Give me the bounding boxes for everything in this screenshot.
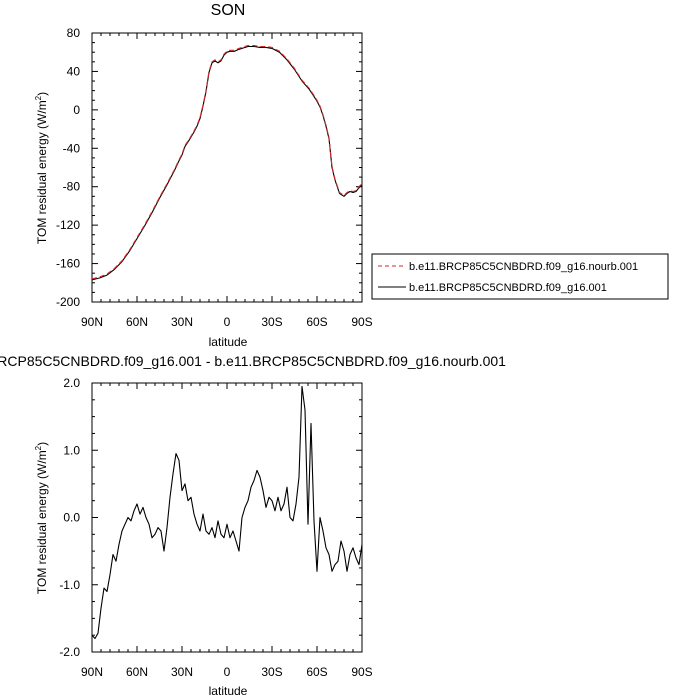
top-y-tick-label: 40 xyxy=(67,64,81,78)
top-y-axis-label-superscript: 2 xyxy=(34,95,43,100)
top-axis-ticks: 90N 60N 30N 0 30S 60S 90S 80 40 0 -40 -80 -120 -160 -2… xyxy=(56,26,373,329)
top-x-tick-label: 30N xyxy=(171,315,193,329)
bottom-x-tick-label: 90N xyxy=(81,665,103,679)
legend-box xyxy=(371,253,669,300)
top-x-axis-label: latitude xyxy=(209,335,248,349)
bottom-x-tick-label: 90S xyxy=(351,665,372,679)
bottom-series-layer xyxy=(91,385,363,640)
top-y-tick-label: -120 xyxy=(56,218,80,232)
top-plot-frame xyxy=(91,32,363,303)
bottom-y-tick-label: -1.0 xyxy=(59,578,80,592)
top-y-tick-label: -200 xyxy=(56,295,80,309)
bottom-y-axis-label: TOM residual energy (W/m2) xyxy=(34,442,49,594)
top-y-tick-label: 80 xyxy=(67,26,81,40)
bottom-y-tick-label: 0.0 xyxy=(63,511,80,525)
bottom-x-tick-label: 30S xyxy=(261,665,282,679)
bottom-y-axis-label-superscript: 2 xyxy=(34,445,43,450)
top-chart-title: SON xyxy=(211,2,246,19)
top-panel: SON 90N 60N 30N 0 30S 60S 90S 80 40 0 -40 -80 -120 -1… xyxy=(34,2,669,349)
top-series-line-0 xyxy=(91,44,363,280)
top-series-line-1 xyxy=(91,45,363,281)
bottom-x-tick-label: 0 xyxy=(224,665,231,679)
bottom-x-tick-label: 60S xyxy=(306,665,327,679)
bottom-series-line-0 xyxy=(91,385,363,640)
top-y-tick-label: -160 xyxy=(56,257,80,271)
bottom-x-axis-label: latitude xyxy=(209,684,248,698)
legend-label-nourb: b.e11.BRCP85C5CNBDRD.f09_g16.nourb.001 xyxy=(409,261,638,273)
bottom-panel: b.e11.BRCP85C5CNBDRD.f09_g16.001 - b.e11… xyxy=(0,353,506,698)
top-y-tick-label: -40 xyxy=(63,141,81,155)
top-y-tick-label: 0 xyxy=(73,103,80,117)
bottom-y-tick-label: -2.0 xyxy=(59,645,80,659)
top-y-axis-label: TOM residual energy (W/m2) xyxy=(34,92,49,244)
legend: b.e11.BRCP85C5CNBDRD.f09_g16.nourb.001 b… xyxy=(371,253,669,300)
top-x-tick-label: 60S xyxy=(306,315,327,329)
top-x-tick-label: 90N xyxy=(81,315,103,329)
top-x-tick-label: 0 xyxy=(224,315,231,329)
top-x-tick-label: 90S xyxy=(351,315,372,329)
bottom-x-tick-label: 30N xyxy=(171,665,193,679)
bottom-x-tick-label: 60N xyxy=(126,665,148,679)
bottom-chart-title: b.e11.BRCP85C5CNBDRD.f09_g16.001 - b.e11… xyxy=(0,353,506,369)
bottom-y-tick-label: 1.0 xyxy=(63,443,80,457)
top-y-tick-label: -80 xyxy=(63,180,81,194)
top-x-tick-label: 60N xyxy=(126,315,148,329)
bottom-axis-ticks: 90N 60N 30N 0 30S 60S 90S 2.0 1.0 0.0 -1.0 -2.0 xyxy=(59,376,372,679)
bottom-y-tick-label: 2.0 xyxy=(63,376,80,390)
legend-label-001: b.e11.BRCP85C5CNBDRD.f09_g16.001 xyxy=(409,282,607,294)
top-x-tick-label: 30S xyxy=(261,315,282,329)
top-series-layer xyxy=(91,44,363,281)
